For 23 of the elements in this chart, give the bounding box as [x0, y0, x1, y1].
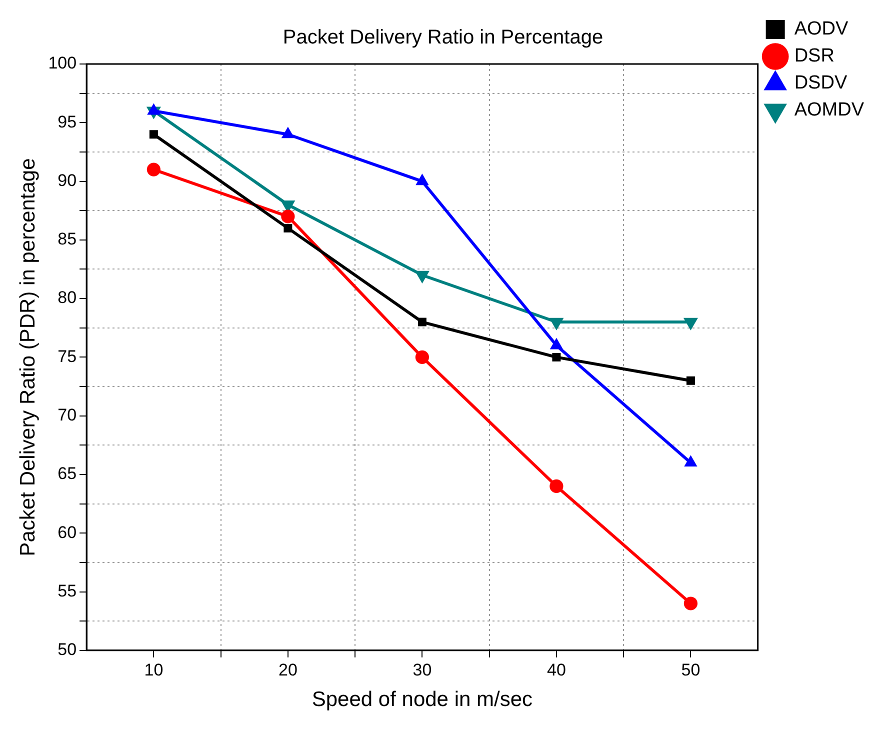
legend-label: AOMDV	[794, 100, 864, 121]
y-tick-label: 95	[58, 112, 77, 132]
legend-label: AODV	[794, 18, 848, 40]
x-tick-label: 50	[681, 660, 700, 680]
x-tick-label: 40	[546, 660, 566, 680]
y-tick-label: 50	[58, 640, 77, 660]
x-tick-label: 20	[278, 660, 298, 680]
legend-label: DSR	[794, 46, 834, 67]
y-axis-title: Packet Delivery Ratio (PDR) in percentage	[16, 158, 40, 556]
y-tick-label: 80	[58, 288, 77, 308]
y-tick-label: 100	[48, 54, 77, 73]
y-tick-label: 85	[58, 230, 77, 249]
y-tick-label: 55	[58, 581, 77, 600]
chart-title: Packet Delivery Ratio in Percentage	[282, 26, 604, 49]
y-tick-label: 60	[58, 522, 77, 542]
y-tick-label: 65	[58, 464, 77, 484]
x-axis-title: Speed of node in m/sec	[312, 688, 533, 712]
x-tick-label: 10	[144, 660, 164, 680]
y-tick-label: 70	[58, 406, 77, 425]
legend-label: DSDV	[794, 72, 848, 94]
y-tick-label: 75	[58, 346, 77, 366]
y-tick-label: 90	[58, 170, 77, 190]
x-tick-label: 30	[412, 660, 432, 680]
